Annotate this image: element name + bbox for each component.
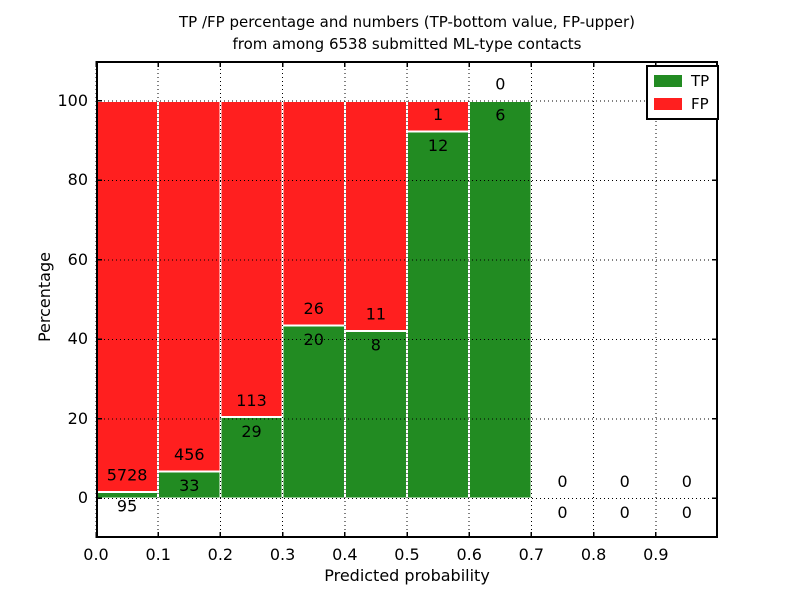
tp-count-label: 0 <box>557 503 567 522</box>
fp-count-label: 456 <box>174 445 205 464</box>
x-tick-label: 0.0 <box>83 545 109 564</box>
x-tick-label: 0.1 <box>145 545 171 564</box>
bar-fp-segment <box>219 99 284 419</box>
bar-fp-segment <box>343 99 409 332</box>
legend-label: FP <box>691 95 709 113</box>
x-tick-label: 0.7 <box>518 545 545 564</box>
legend-entry-fp: FP <box>654 95 709 113</box>
x-axis-label: Predicted probability <box>324 566 490 585</box>
plot-border <box>96 61 718 538</box>
bar-tp-segment <box>219 416 284 500</box>
y-axis-label: Percentage <box>35 252 54 343</box>
bar-tp-segment <box>406 130 471 500</box>
fp-count-label: 0 <box>682 472 692 491</box>
bar-tp-segment <box>281 324 346 500</box>
fp-count-label: 26 <box>304 299 324 318</box>
fp-count-label: 11 <box>366 305 386 324</box>
y-tick-label: 0 <box>77 488 88 508</box>
legend-swatch-tp <box>654 75 682 87</box>
x-tick-label: 0.4 <box>332 545 358 564</box>
fp-count-label: 5728 <box>107 466 148 485</box>
fp-count-label: 1 <box>433 105 443 124</box>
legend-entry-tp: TP <box>654 72 709 90</box>
tp-count-label: 0 <box>620 503 630 522</box>
fp-count-label: 0 <box>620 472 630 491</box>
tp-count-label: 8 <box>371 336 381 355</box>
tp-count-label: 0 <box>682 503 692 522</box>
tp-count-label: 20 <box>304 330 324 349</box>
chart-title: TP /FP percentage and numbers (TP-bottom… <box>96 11 718 55</box>
bar-fp-segment <box>281 99 346 327</box>
x-tick-label: 0.3 <box>269 545 296 564</box>
y-tick-label: 100 <box>57 90 88 110</box>
legend-swatch-fp <box>654 98 682 110</box>
legend: TP FP <box>646 65 720 120</box>
legend-label: TP <box>691 72 710 90</box>
chart-title-line1: TP /FP percentage and numbers (TP-bottom… <box>179 13 635 31</box>
x-tick-label: 0.2 <box>207 545 234 564</box>
bar-fp-segment <box>95 99 160 493</box>
plot-area: 5728 95 456 33 113 29 26 20 11 8 1 12 0 6 0 0 0 0 0 0 <box>95 61 718 538</box>
x-tick-label: 0.6 <box>456 545 482 564</box>
fp-count-label: 113 <box>236 391 267 410</box>
y-tick-label: 60 <box>67 249 88 269</box>
y-tick-label: 40 <box>67 329 88 349</box>
x-tick-label: 0.9 <box>643 545 669 564</box>
chart-title-line2: from among 6538 submitted ML-type contac… <box>232 35 582 53</box>
bar-tp-segment <box>343 329 409 500</box>
bar-tp-segment <box>468 99 533 500</box>
tp-count-label: 29 <box>241 422 261 441</box>
tp-count-label: 12 <box>428 136 448 155</box>
x-tick-label: 0.8 <box>580 545 607 564</box>
fp-count-label: 0 <box>557 472 567 491</box>
fp-count-label: 0 <box>495 75 505 94</box>
y-tick-label: 80 <box>67 170 88 190</box>
tp-count-label: 6 <box>495 106 505 125</box>
y-tick-label: 20 <box>67 408 88 428</box>
x-tick-label: 0.5 <box>394 545 420 564</box>
chart-svg: 5728 95 456 33 113 29 26 20 11 8 1 12 0 6 0 0 0 0 0 0 <box>95 61 718 538</box>
tp-count-label: 33 <box>179 476 199 495</box>
bar-fp-segment <box>157 99 222 473</box>
tp-count-label: 95 <box>117 497 137 516</box>
